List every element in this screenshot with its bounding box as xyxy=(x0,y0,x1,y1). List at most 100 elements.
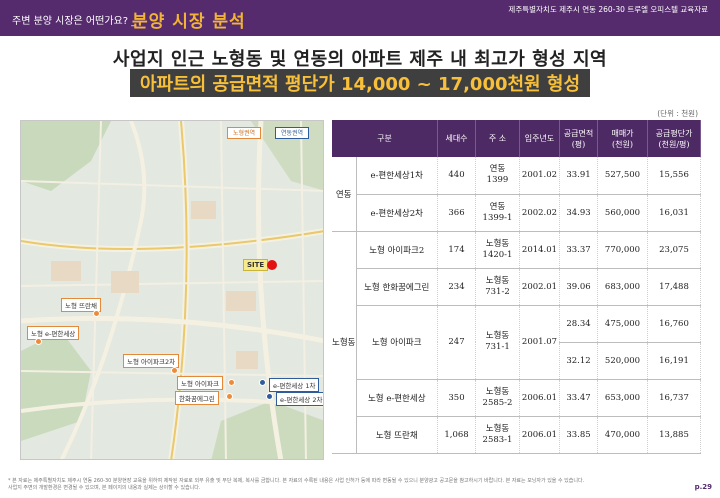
cell-units: 174 xyxy=(437,231,476,269)
cell-ppp: 17,488 xyxy=(647,268,701,306)
cell-area: 39.06 xyxy=(559,268,598,306)
col-header-price-l1: 매매가 xyxy=(611,128,634,138)
cell-addr: 노형동 2585-2 xyxy=(475,379,520,417)
col-header-area: 공급면적 (평) xyxy=(559,120,598,157)
headline-1-text: 사업지 인근 노형동 및 연동의 아파트 제주 내 최고가 형성 지역 xyxy=(106,45,614,71)
cell-name: 노형 한화꿈에그린 xyxy=(356,268,438,306)
footnote-line-1: * 본 자료는 제주특별자치도 제주시 연동 260-30 분양현장 교육을 위… xyxy=(8,478,585,484)
footnote-line-2: 사업지 주변의 개발환경은 변경될 수 있으며, 본 페이지의 내용과 실제는 … xyxy=(8,485,201,491)
cell-units: 350 xyxy=(437,379,476,417)
col-header-ppp-l2: (천원/평) xyxy=(658,139,690,149)
page-number: p.29 xyxy=(694,483,712,491)
map-label-hanhwa: 한화꿈에그린 xyxy=(175,391,219,405)
table-row: e-편한세상2차 366 연동 1399-1 2002.02 34.93 560,… xyxy=(332,194,701,232)
cell-units: 366 xyxy=(437,194,476,232)
col-header-price-l2: (천원) xyxy=(612,139,633,149)
cell-name: 노형 e-편한세상 xyxy=(356,379,438,417)
cell-addr-l1: 노형동 xyxy=(485,423,510,434)
cell-addr-l2: 2585-2 xyxy=(482,397,513,408)
col-header-price: 매매가 (천원) xyxy=(597,120,648,157)
cell-year: 2002.02 xyxy=(519,194,560,232)
marker-ddeuran xyxy=(93,310,100,317)
cell-ppp: 16,191 xyxy=(647,342,701,380)
cell-addr-l2: 1399-1 xyxy=(482,212,513,223)
cell-area: 34.93 xyxy=(559,194,598,232)
map-label-ipark: 노형 아이파크 xyxy=(177,376,223,390)
cell-ppp: 16,760 xyxy=(647,305,701,343)
marker-e2 xyxy=(266,393,273,400)
cell-units: 440 xyxy=(437,157,476,195)
col-header-area-l2: (평) xyxy=(571,139,586,149)
table-row: 노형 뜨란채 1,068 노형동 2583-1 2006.01 33.85 470… xyxy=(332,416,701,454)
cell-name: e-편한세상2차 xyxy=(356,194,438,232)
cell-ppp: 15,556 xyxy=(647,157,701,195)
map-label-ddeuran: 노형 뜨란채 xyxy=(61,298,101,312)
group-nohyeong: 노형동 xyxy=(332,231,357,454)
col-header-addr: 주 소 xyxy=(475,120,520,157)
col-header-units: 세대수 xyxy=(437,120,476,157)
col-header-ppp: 공급평단가 (천원/평) xyxy=(647,120,701,157)
map-label-e-nohyeong: 노형 e-편한세상 xyxy=(27,326,80,340)
cell-year: 2001.02 xyxy=(519,157,560,195)
cell-addr-l1: 노형동 xyxy=(485,275,510,286)
map-label-e1: e-편한세상 1차 xyxy=(269,378,320,392)
cell-addr: 노형동 731-2 xyxy=(475,268,520,306)
price-table: 구분 세대수 주 소 입주년도 공급면적 (평) 매매가 (천원) 공급평단가 (천원… xyxy=(332,120,701,454)
cell-addr-l2: 731-1 xyxy=(485,342,510,352)
header-bar: 주변 분양 시장은 어떤가요? _ 분양 시장 분석 제주특별자치도 제주시 연… xyxy=(0,0,720,36)
footnote: * 본 자료는 제주특별자치도 제주시 연동 260-30 분양현장 교육을 위… xyxy=(8,478,698,492)
cell-ppp: 16,737 xyxy=(647,379,701,417)
cell-addr-l1: 노형동 xyxy=(485,331,510,341)
marker-ipark2 xyxy=(171,367,178,374)
cell-ppp: 13,885 xyxy=(647,416,701,454)
col-header-year: 입주년도 xyxy=(519,120,560,157)
cell-ppp: 16,031 xyxy=(647,194,701,232)
cell-area: 33.85 xyxy=(559,416,598,454)
legend-nohyeong: 노형권역 xyxy=(227,127,262,139)
cell-price: 475,000 xyxy=(597,305,648,343)
table-row: 노형 한화꿈에그린 234 노형동 731-2 2002.01 39.06 683… xyxy=(332,268,701,306)
table-row: 연동 e-편한세상1차 440 연동 1399 2001.02 33.91 527… xyxy=(332,157,701,232)
header-org: 제주특별자치도 제주시 연동 260-30 트루엘 오피스텔 교육자료 xyxy=(508,5,708,14)
cell-addr-l2: 1399 xyxy=(486,175,509,186)
cell-year: 2001.07 xyxy=(519,305,560,380)
unit-note: (단위 : 천원) xyxy=(657,109,698,118)
cell-addr: 노형동 2583-1 xyxy=(475,416,520,454)
cell-addr-l1: 노형동 xyxy=(485,238,510,249)
cell-addr-l1: 연동 xyxy=(489,201,506,212)
cell-units: 247 xyxy=(437,305,476,380)
site-marker xyxy=(267,260,277,270)
headline-2: 아파트의 공급면적 평단가 14,000 ~ 17,000천원 형성 xyxy=(0,69,720,97)
legend-yeondong: 연동권역 xyxy=(275,127,310,139)
marker-ipark xyxy=(228,379,235,386)
cell-units: 234 xyxy=(437,268,476,306)
cell-year: 2006.01 xyxy=(519,416,560,454)
marker-e1 xyxy=(259,379,266,386)
table-row: 노형 e-편한세상 350 노형동 2585-2 2006.01 33.47 65… xyxy=(332,379,701,417)
site-label: SITE xyxy=(243,259,269,271)
headline-2-text: 아파트의 공급면적 평단가 14,000 ~ 17,000천원 형성 xyxy=(130,69,590,97)
col-header-ppp-l1: 공급평단가 xyxy=(655,128,693,138)
cell-addr: 연동 1399 xyxy=(475,157,520,195)
marker-hanhwa xyxy=(226,393,233,400)
cell-area: 28.34 xyxy=(559,305,598,343)
cell-addr-l2: 731-2 xyxy=(485,286,510,297)
group-yeondong: 연동 xyxy=(332,157,357,232)
cell-addr: 연동 1399-1 xyxy=(475,194,520,232)
cell-price: 520,000 xyxy=(597,342,648,380)
cell-price: 683,000 xyxy=(597,268,648,306)
table-row: 32.12 520,000 16,191 xyxy=(332,342,701,380)
cell-name: 노형 아이파크2 xyxy=(356,231,438,269)
col-header-area-l1: 공급면적 xyxy=(563,128,594,138)
cell-addr: 노형동 731-1 xyxy=(475,305,520,380)
cell-name: e-편한세상1차 xyxy=(356,157,438,195)
cell-area: 32.12 xyxy=(559,342,598,380)
cell-addr-l1: 노형동 xyxy=(485,386,510,397)
cell-year: 2002.01 xyxy=(519,268,560,306)
header-question: 주변 분양 시장은 어떤가요? _ xyxy=(12,16,137,27)
col-header-gubun: 구분 xyxy=(332,120,438,157)
cell-price: 653,000 xyxy=(597,379,648,417)
table-row: 노형 아이파크 247 노형동 731-1 2001.07 28.34 475,0… xyxy=(332,305,701,380)
cell-addr: 노형동 1420-1 xyxy=(475,231,520,269)
cell-year: 2014.01 xyxy=(519,231,560,269)
